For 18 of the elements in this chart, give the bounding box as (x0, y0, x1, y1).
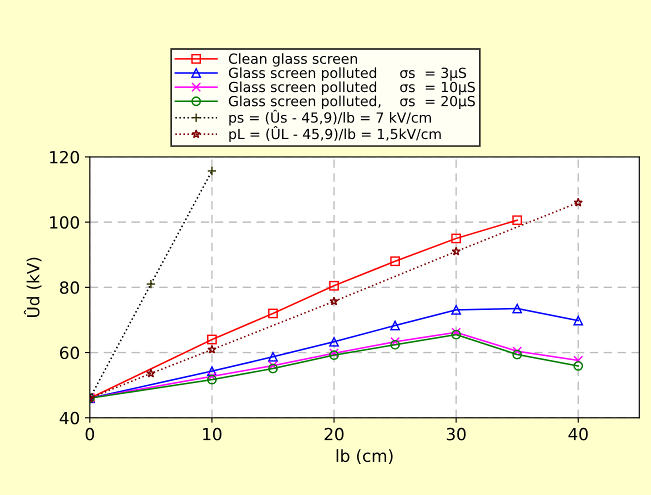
x-tick-label: 0 (86, 428, 94, 440)
x-tick-label: 10 (203, 428, 222, 440)
legend-label: Glass screen polluted σs = 10μS (228, 81, 475, 95)
x-tick-label: 30 (446, 428, 466, 440)
x-tick-label: 40 (568, 428, 588, 440)
legend-label: ps = (Ûs - 45,9)/lb = 7 kV/cm (229, 110, 431, 126)
y-tick-label: 40 (60, 412, 80, 424)
y-tick-label: 60 (60, 346, 80, 360)
y-tick-label: 120 (50, 150, 80, 164)
legend-label: Clean glass screen (228, 53, 357, 67)
x-axis-title: lb (cm) (336, 449, 393, 464)
legend-label: pL = (ÛL - 45,9)/lb = 1,5kV/cm (229, 126, 441, 142)
y-tick-label: 100 (50, 216, 80, 229)
legend-label: Glass screen polluted, σs = 20μS (228, 96, 475, 110)
legend-label: Glass screen polluted σs = 3μS (228, 67, 466, 81)
y-axis-title: Ûd (kV) (24, 258, 42, 317)
x-tick-label: 20 (324, 428, 344, 440)
y-tick-label: 80 (60, 281, 80, 294)
